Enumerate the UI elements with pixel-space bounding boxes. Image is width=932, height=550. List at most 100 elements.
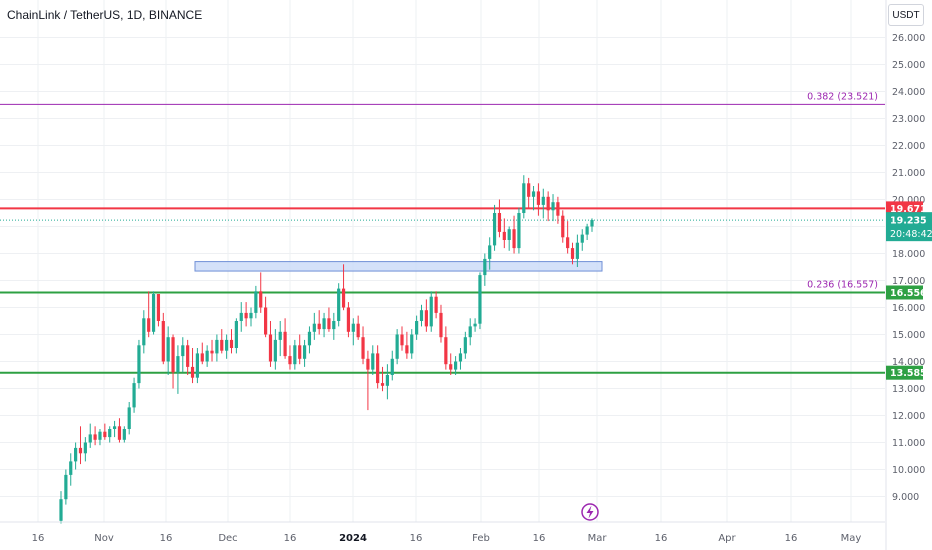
x-tick-label: Feb (472, 533, 490, 544)
candle (74, 442, 78, 470)
candle-body (200, 353, 204, 362)
resistance-tag (886, 201, 923, 216)
candle-body (259, 291, 263, 308)
candle-body (64, 474, 68, 500)
candle-body (215, 339, 219, 354)
candle-body (93, 434, 97, 440)
candle (463, 331, 467, 359)
candle-body (492, 213, 497, 246)
candle-body (103, 431, 107, 438)
candle-body (502, 231, 506, 240)
candle (366, 350, 370, 411)
candle-body (332, 321, 336, 330)
candle (210, 339, 214, 362)
candle-body (239, 312, 243, 321)
candle (346, 302, 351, 338)
candle (142, 310, 146, 354)
x-tick-label: 16 (410, 533, 423, 544)
candle-body (429, 296, 433, 327)
candle-body (264, 307, 268, 335)
candle (171, 334, 175, 389)
candle (244, 302, 248, 327)
candle (483, 253, 487, 286)
candle-body (195, 353, 200, 378)
y-tick-label: 26.000 (892, 33, 925, 44)
last-price-label: 19.235 (890, 216, 927, 227)
candle (512, 215, 516, 254)
candle-body (298, 345, 302, 359)
candle-body (366, 358, 370, 370)
candle-body (410, 334, 414, 354)
candle-body (351, 323, 355, 332)
candle (254, 285, 258, 319)
candle (215, 334, 219, 362)
support-upper-label: 16.556 (890, 288, 927, 299)
candle-body (346, 307, 351, 332)
candle (249, 307, 253, 327)
candle-body (244, 312, 248, 319)
candle (585, 223, 589, 240)
candle (190, 348, 195, 384)
candle-body (468, 326, 472, 338)
candle-body (488, 245, 492, 259)
candle (283, 318, 287, 359)
candle (137, 339, 141, 389)
candle-body (522, 183, 526, 213)
candle (531, 186, 536, 211)
candle-body (268, 334, 273, 362)
grid (0, 0, 885, 522)
candle-body (122, 429, 126, 440)
candle (502, 218, 506, 249)
candle-body (254, 291, 258, 313)
candle-body (302, 345, 307, 359)
candle-body (312, 323, 316, 332)
candle (127, 402, 131, 435)
x-tick-label: May (841, 533, 862, 544)
flash-icon[interactable] (581, 503, 599, 521)
candle-body (327, 318, 331, 330)
currency-button[interactable]: USDT (888, 4, 924, 26)
candle-body (166, 337, 170, 362)
countdown-label: 20:48:42 (890, 229, 932, 240)
y-tick-label: 10.000 (892, 465, 925, 476)
candle (161, 312, 165, 365)
support-upper-tag (886, 285, 923, 300)
candle-body (283, 331, 287, 357)
candle-body (156, 294, 161, 321)
candle (288, 345, 292, 370)
candle (488, 237, 492, 270)
candle (181, 337, 185, 373)
price-labels: 0.382 (23.521) 0.236 (16.557) 19.671 16.556… (807, 91, 932, 380)
candle-body (415, 321, 419, 335)
candle (322, 312, 326, 338)
candle (424, 299, 428, 332)
candle-body (390, 358, 394, 375)
x-tick-label: 16 (160, 533, 173, 544)
candle-body (137, 345, 141, 384)
candle-body (229, 339, 234, 348)
candle-body (556, 202, 560, 216)
candle (264, 296, 268, 338)
x-tick-label: Nov (94, 533, 114, 544)
candle-body (210, 350, 214, 354)
candle-body (473, 323, 477, 327)
candle (259, 272, 263, 313)
y-tick-label: 17.000 (892, 276, 925, 287)
candle (98, 429, 102, 446)
candle-body (575, 242, 579, 259)
candle (556, 196, 560, 224)
candle-body (317, 323, 321, 330)
candle (400, 326, 404, 351)
candlesticks (59, 175, 594, 524)
candle (200, 342, 204, 365)
candle-body (108, 429, 112, 438)
candle-body (424, 310, 428, 327)
candle (176, 345, 180, 394)
y-tick-label: 24.000 (892, 87, 925, 98)
fib-label: 0.382 (23.521) (807, 91, 878, 102)
candle (78, 426, 83, 465)
x-tick-label: Dec (218, 533, 237, 544)
candle-body (527, 183, 531, 197)
